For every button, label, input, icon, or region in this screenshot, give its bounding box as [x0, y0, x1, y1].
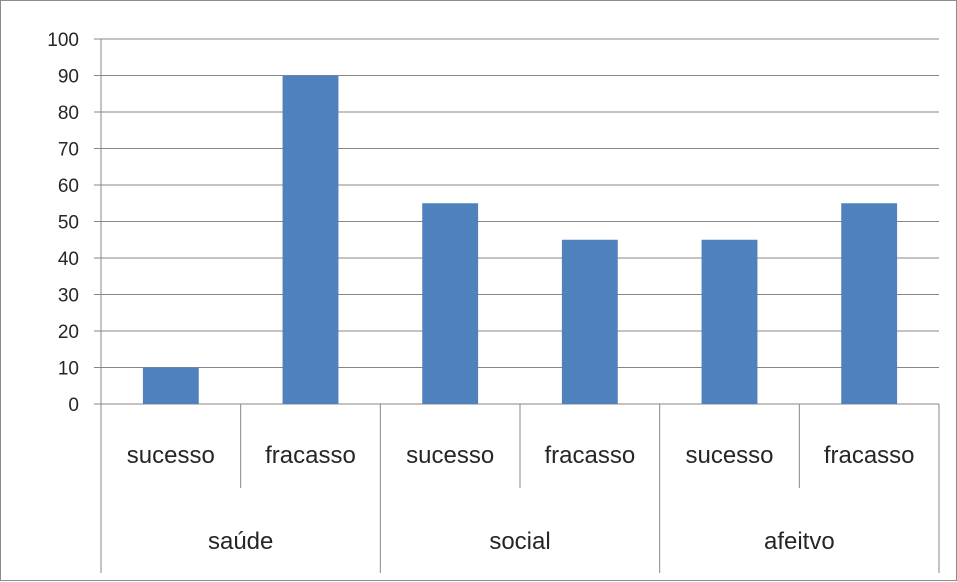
- category-label: fracasso: [265, 442, 356, 469]
- y-tick-label: 40: [58, 249, 79, 270]
- y-tick-label: 80: [58, 103, 79, 124]
- y-tick-label: 100: [47, 30, 79, 51]
- group-label: saúde: [208, 528, 273, 555]
- category-label: sucesso: [406, 442, 494, 469]
- bar-afeitvo-fracasso: [841, 203, 898, 404]
- y-tick-label: 70: [58, 140, 79, 161]
- bar-social-sucesso: [422, 203, 479, 404]
- y-tick-label: 50: [58, 213, 79, 234]
- bar-afeitvo-sucesso: [701, 239, 758, 404]
- category-label: sucesso: [127, 442, 215, 469]
- category-label: fracasso: [824, 442, 915, 469]
- y-tick-label: 10: [58, 359, 79, 380]
- y-tick-label: 20: [58, 322, 79, 343]
- y-tick-label: 60: [58, 176, 79, 197]
- y-tick-label: 90: [58, 67, 79, 88]
- y-tick-label: 0: [68, 395, 79, 416]
- category-label: sucesso: [685, 442, 773, 469]
- category-label: fracasso: [544, 442, 635, 469]
- group-label: afeitvo: [764, 528, 835, 555]
- y-tick-label: 30: [58, 286, 79, 307]
- group-label: social: [489, 528, 550, 555]
- bar-saúde-fracasso: [282, 75, 339, 404]
- bar-social-fracasso: [561, 239, 618, 404]
- bar-saúde-sucesso: [142, 367, 199, 404]
